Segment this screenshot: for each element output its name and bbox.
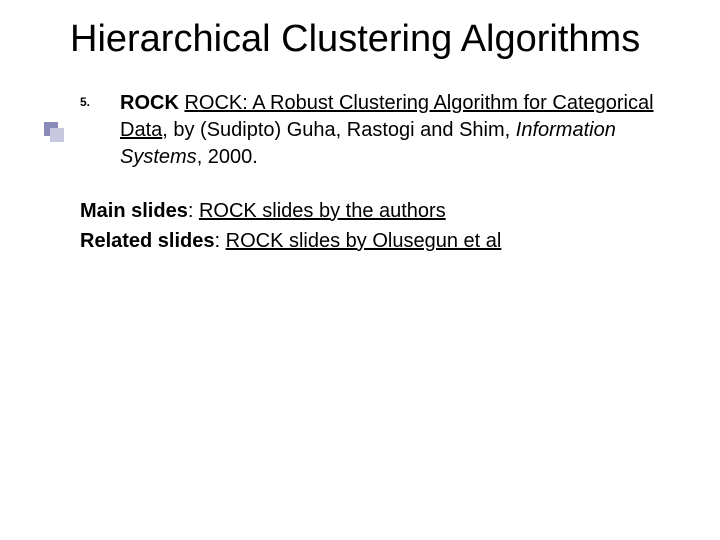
main-slides-sep: : [188,200,199,222]
list-marker: 5. [80,90,120,109]
related-slides-label: Related slides [80,230,215,252]
entry-after-link: , by (Sudipto) Guha, Rastogi and Shim, [162,119,516,141]
main-slides-line: Main slides: ROCK slides by the authors [80,197,660,225]
related-slides-link[interactable]: ROCK slides by Olusegun et al [226,230,502,252]
list-body: ROCK ROCK: A Robust Clustering Algorithm… [120,90,660,171]
slide-container: Hierarchical Clustering Algorithms 5. RO… [0,0,720,540]
main-slides-link[interactable]: ROCK slides by the authors [199,200,446,222]
main-slides-label: Main slides [80,200,188,222]
entry-tail: , 2000. [197,146,258,168]
list-item: 5. ROCK ROCK: A Robust Clustering Algori… [80,90,660,171]
slide-body: 5. ROCK ROCK: A Robust Clustering Algori… [80,90,660,255]
entry-lead: ROCK [120,92,179,114]
accent-square-light [50,128,64,142]
related-slides-sep: : [215,230,226,252]
related-slides-line: Related slides: ROCK slides by Olusegun … [80,227,660,255]
slide-title: Hierarchical Clustering Algorithms [70,18,660,62]
